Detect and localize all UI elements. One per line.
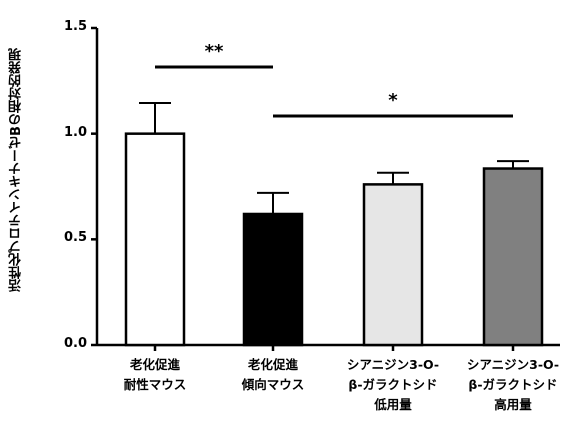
y-tick-label: 0.5	[63, 230, 87, 246]
x-tick-label-line: シアニジン3-O-	[466, 357, 560, 372]
x-tick-label-line: β-ガラクトシド	[468, 377, 558, 392]
bar	[482, 167, 544, 347]
x-tick-label: シアニジン3-O-β-ガラクトシド 高用量	[443, 355, 583, 415]
x-tick-label-line: β-ガラクトシド	[348, 377, 438, 392]
x-tick-label-line: 耐性マウス	[123, 377, 187, 392]
x-tick-label-line: シアニジン3-O-	[346, 357, 440, 372]
x-tick-label-line: 高用量	[494, 397, 532, 412]
y-tick-label: 0.0	[63, 336, 87, 351]
significance-label: *	[388, 90, 398, 111]
x-tick-label-line: 老化促進	[247, 357, 298, 372]
x-tick-label: 老化促進 耐性マウス	[85, 355, 225, 395]
y-tick-label: 1.0	[63, 124, 87, 140]
x-tick-label: 老化促進 傾向マウス	[203, 355, 343, 395]
bar	[362, 183, 424, 347]
significance-label: **	[204, 41, 224, 62]
x-tick-label: シアニジン3-O-β-ガラクトシド 低用量	[323, 355, 463, 415]
x-tick-label-line: 低用量	[374, 397, 412, 412]
x-tick-label-line: 老化促進	[129, 357, 180, 372]
x-tick-label-line: 傾向マウス	[241, 377, 305, 392]
bar	[242, 212, 304, 347]
bar	[124, 132, 186, 347]
y-tick-label: 1.5	[63, 19, 87, 34]
